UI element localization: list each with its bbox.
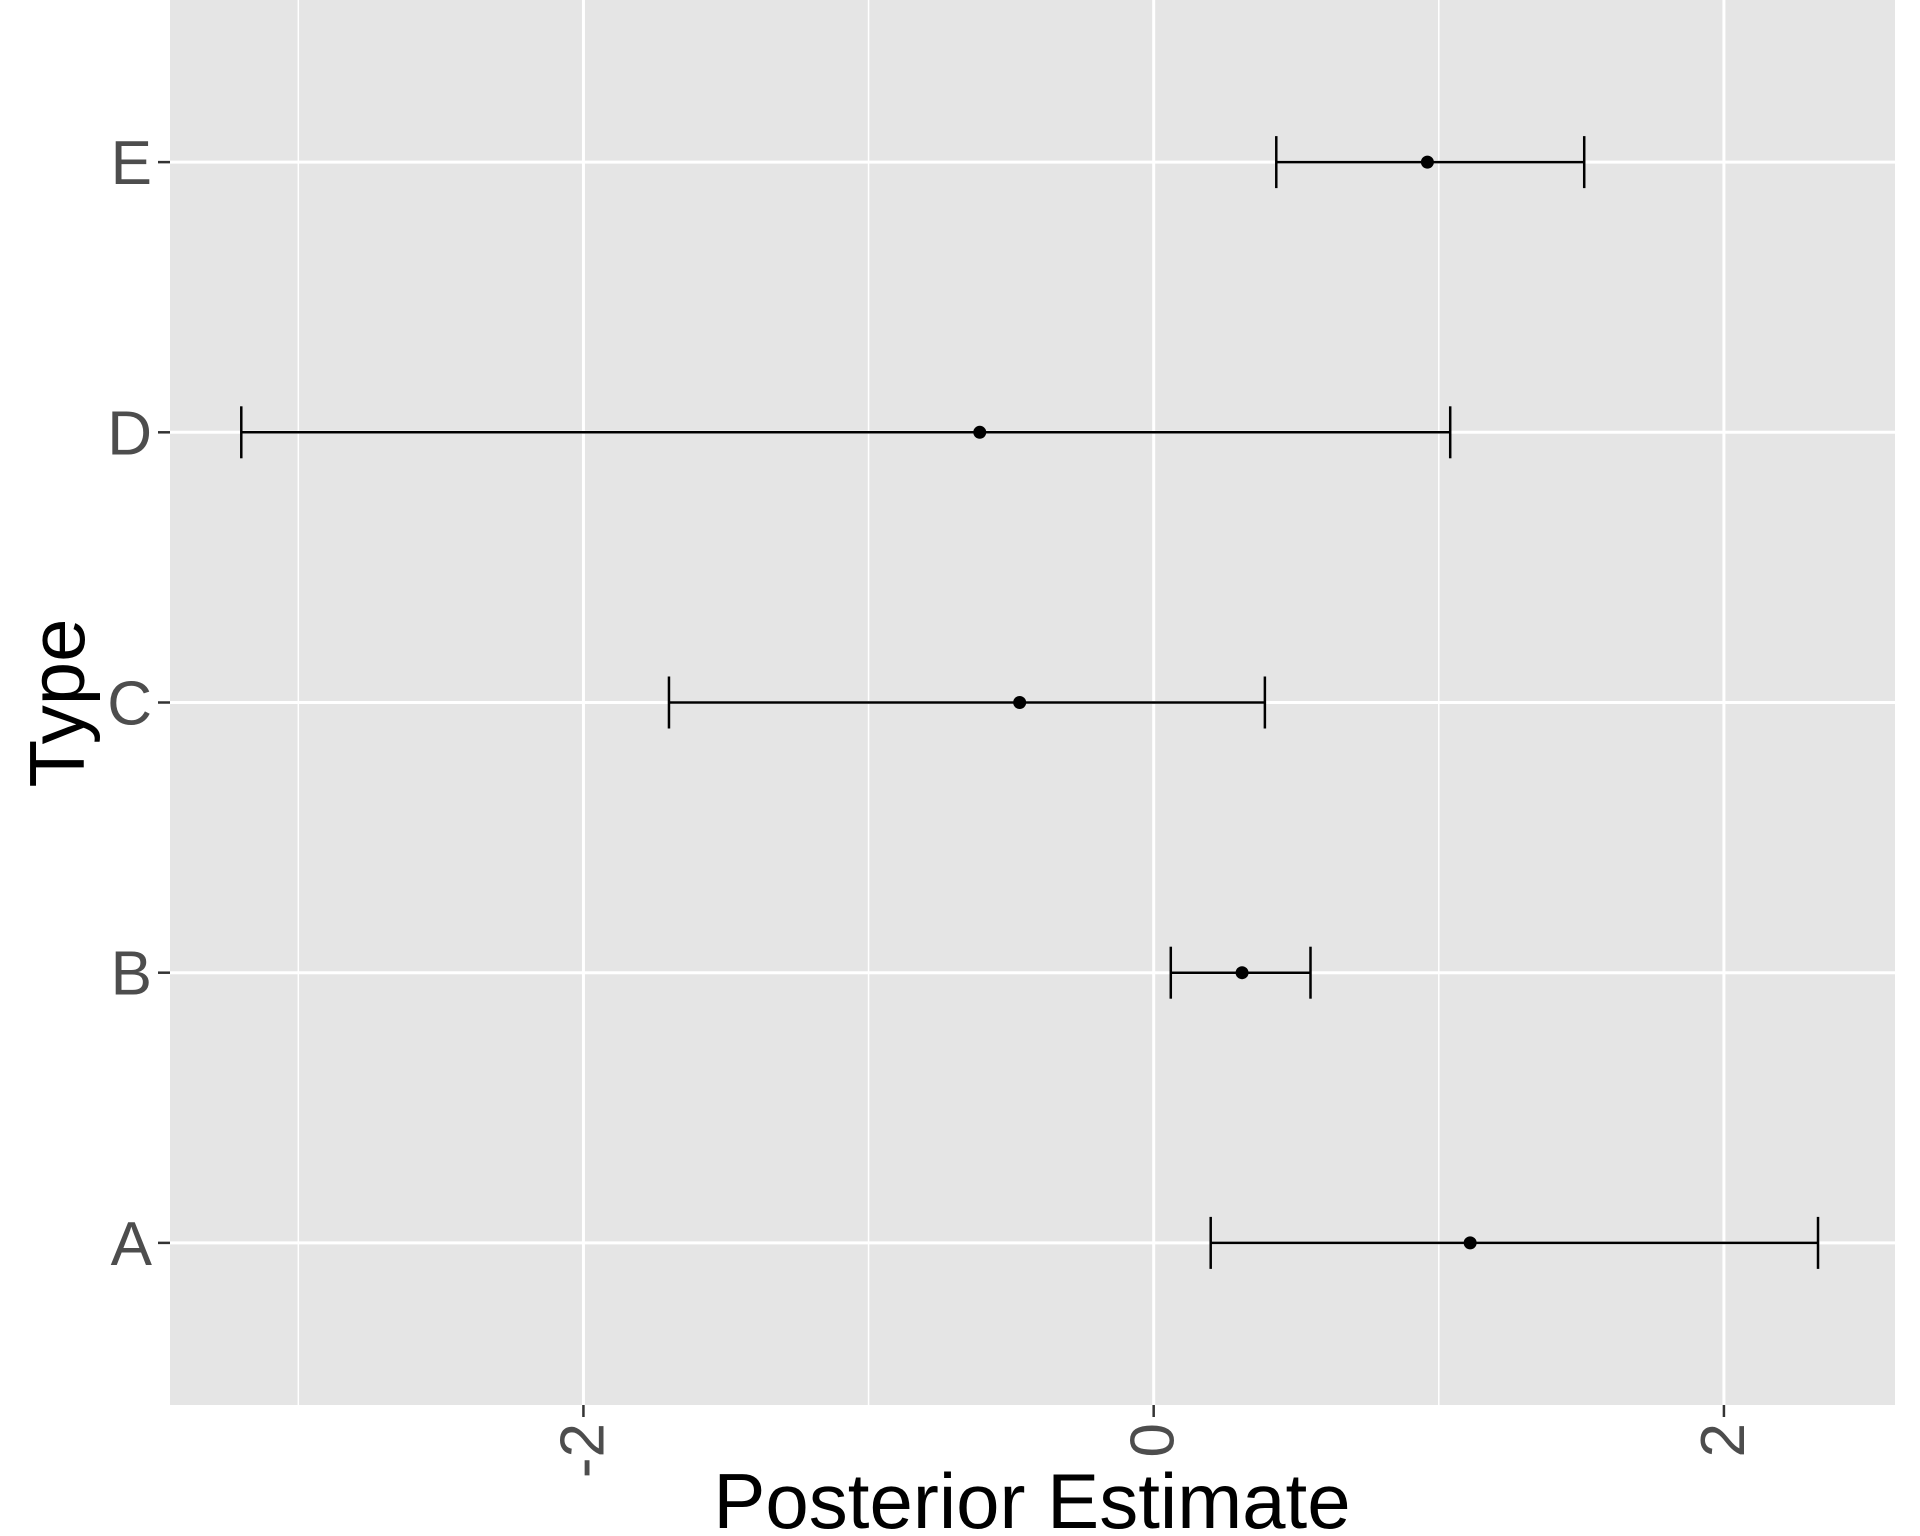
errorbar-d	[240, 406, 1452, 459]
x-axis-title: Posterior Estimate	[713, 1457, 1350, 1536]
axis-ticks-layer	[158, 160, 1726, 1417]
errorbar-b	[1169, 946, 1312, 999]
y-tick-label: D	[107, 399, 152, 468]
estimate-point	[1463, 1236, 1477, 1250]
y-tick-label: B	[111, 940, 152, 1009]
errorbar-e	[1275, 136, 1586, 189]
errorbar-a	[1209, 1216, 1820, 1269]
estimate-point	[1013, 696, 1027, 709]
x-tick-label: -2	[548, 1423, 617, 1478]
y-tick-label: E	[111, 129, 152, 198]
marks-layer	[240, 136, 1820, 1269]
estimate-point	[1235, 966, 1249, 980]
y-tick-label: C	[107, 670, 152, 739]
estimate-point	[973, 425, 987, 439]
errorbar-c	[667, 676, 1267, 729]
y-tick-label: A	[111, 1210, 153, 1279]
estimate-point	[1420, 155, 1434, 169]
y-axis-title: Type	[13, 618, 101, 787]
x-tick-label: 0	[1119, 1423, 1188, 1457]
labels-layer: -2 0 2 A B C D E	[107, 129, 1758, 1478]
x-tick-label: 2	[1689, 1423, 1758, 1457]
